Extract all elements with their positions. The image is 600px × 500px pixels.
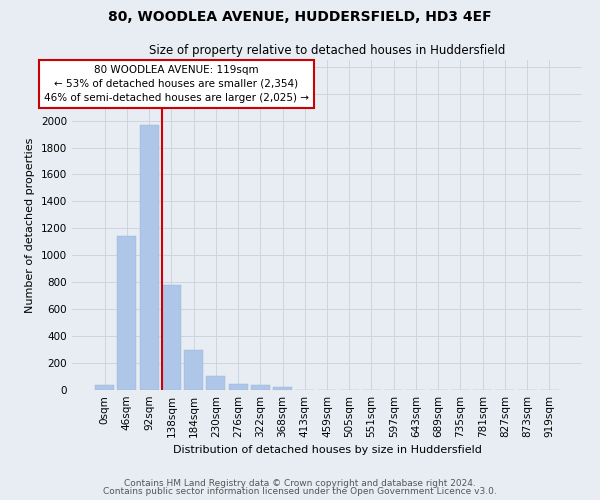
Bar [162,285,181,390]
Bar [184,350,203,390]
Y-axis label: Number of detached properties: Number of detached properties [25,138,35,312]
Bar [229,384,248,390]
Bar [118,236,136,390]
Text: Contains public sector information licensed under the Open Government Licence v3: Contains public sector information licen… [103,487,497,496]
Bar [251,386,270,390]
X-axis label: Distribution of detached houses by size in Huddersfield: Distribution of detached houses by size … [173,446,481,456]
Text: Contains HM Land Registry data © Crown copyright and database right 2024.: Contains HM Land Registry data © Crown c… [124,478,476,488]
Bar [206,376,225,390]
Bar [273,388,292,390]
Bar [140,124,158,390]
Bar [95,386,114,390]
Title: Size of property relative to detached houses in Huddersfield: Size of property relative to detached ho… [149,44,505,58]
Text: 80, WOODLEA AVENUE, HUDDERSFIELD, HD3 4EF: 80, WOODLEA AVENUE, HUDDERSFIELD, HD3 4E… [108,10,492,24]
Text: 80 WOODLEA AVENUE: 119sqm
← 53% of detached houses are smaller (2,354)
46% of se: 80 WOODLEA AVENUE: 119sqm ← 53% of detac… [44,65,309,103]
